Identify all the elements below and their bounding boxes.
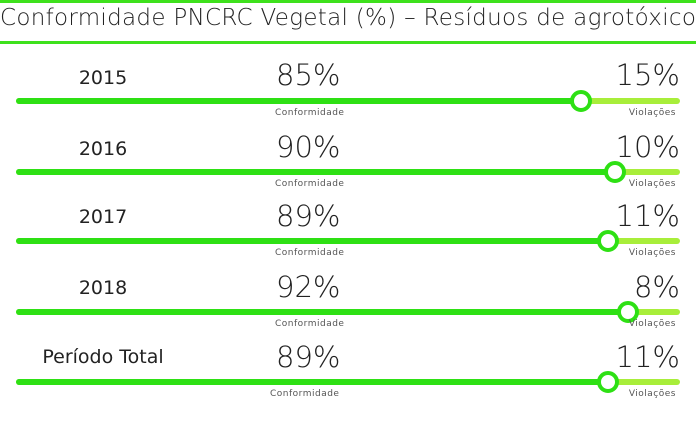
conformity-value: 89% [276,340,341,374]
row-periodo-total: Período Total 89% 11% Conformidade Viola… [0,343,696,413]
conformity-label: Conformidade [270,389,340,399]
category-label: 2015 [78,67,128,89]
row-2018: 2018 92% 8% Conformidade Violações [0,273,696,343]
violation-value: 15% [615,58,680,92]
violation-value: 11% [615,199,680,233]
conformity-marker [596,230,619,252]
violation-bar [16,301,680,323]
conformity-bar [16,169,614,175]
violation-bar [16,371,680,393]
violation-label: Violações [628,248,676,258]
conformity-label: Conformidade [275,108,345,118]
row-2015: 2015 85% 15% Conformidade Violações [0,61,696,131]
row-2016: 2016 90% 10% Conformidade Violações [0,133,696,203]
violation-bar [16,90,680,112]
conformity-value: 92% [276,270,341,304]
conformity-marker [570,90,593,112]
category-label: 2016 [78,138,128,160]
conformity-marker [596,371,619,393]
row-2017: 2017 89% 11% Conformidade Violações [0,202,696,272]
violation-value: 8% [633,270,680,304]
conformity-label: Conformidade [275,319,345,329]
violation-label: Violações [628,108,676,118]
category-label: 2017 [78,206,128,228]
conformity-value: 85% [276,58,341,92]
category-label: Período Total [42,346,164,368]
conformity-label: Conformidade [275,179,345,189]
conformity-bar [16,309,627,315]
violation-label: Violações [628,179,676,189]
conformity-bar [16,238,607,244]
conformity-bar [16,379,607,385]
violation-label: Violações [628,319,676,329]
conformity-value: 90% [276,130,341,164]
conformity-value: 89% [276,199,341,233]
violation-bar [16,230,680,252]
conformity-marker [603,161,626,183]
title-bar: Conformidade PNCRC Vegetal (%) – Resíduo… [0,0,696,44]
conformity-marker [616,301,639,323]
violation-value: 10% [615,130,680,164]
chart-title: Conformidade PNCRC Vegetal (%) – Resíduo… [0,5,696,31]
conformity-bar [16,98,581,104]
violation-value: 11% [615,340,680,374]
category-label: 2018 [78,277,128,299]
violation-label: Violações [628,389,676,399]
conformity-label: Conformidade [275,248,345,258]
violation-bar [16,161,680,183]
